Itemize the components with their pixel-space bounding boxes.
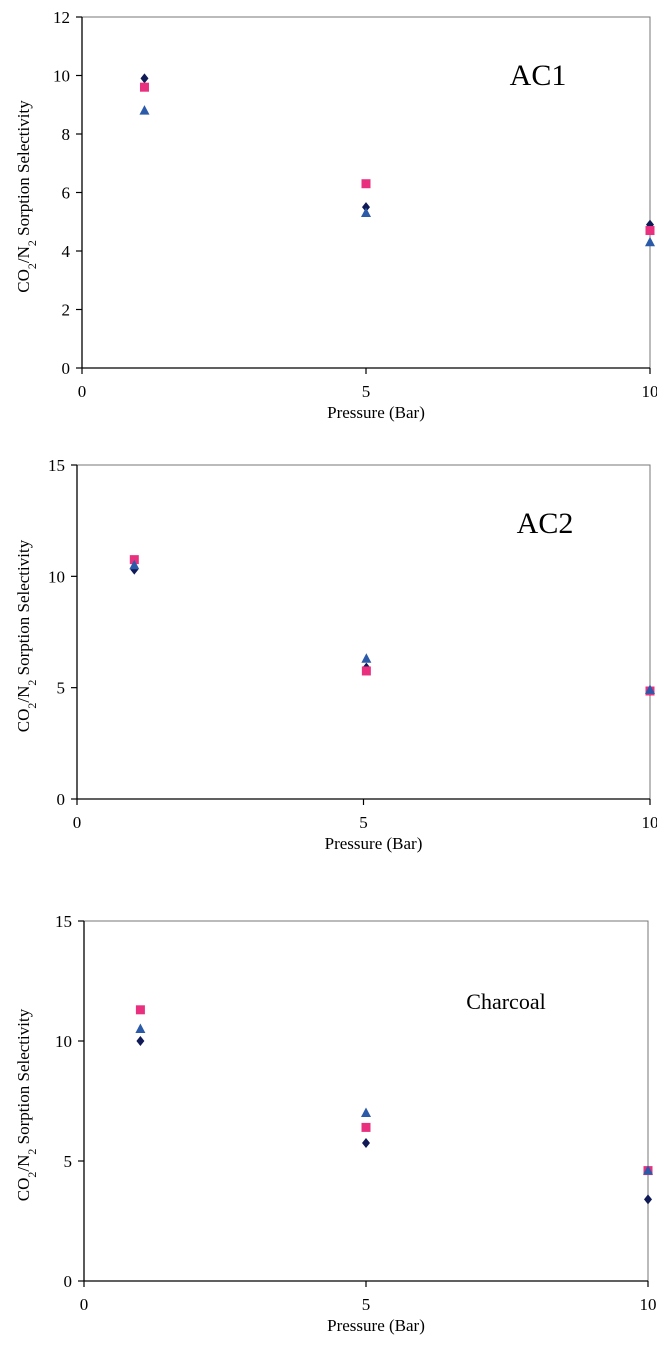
data-point-square xyxy=(140,83,149,92)
x-axis-label: Pressure (Bar) xyxy=(325,834,423,853)
y-axis-label: CO2/N2 Sorption Selectivity xyxy=(14,539,39,732)
y-tick-label: 0 xyxy=(62,359,71,378)
y-tick-label: 15 xyxy=(55,912,72,931)
data-point-square xyxy=(362,179,371,188)
x-tick-label: 10 xyxy=(640,1295,657,1314)
chart-charcoal: 0 5 10 15 0 5 10 Pressure (Bar) CO2/N2 Sorption … xyxy=(0,900,657,1350)
x-tick-label: 0 xyxy=(73,813,82,832)
chart-ac1: 0 2 4 6 8 10 12 0 5 10 Pressure (Bar) CO2/N2 Sorpti… xyxy=(0,0,657,450)
data-point-triangle xyxy=(361,207,371,217)
x-tick-label: 10 xyxy=(642,813,657,832)
chart-ac2: 0 5 10 15 0 5 10 Pressure (Bar) CO2/N2 Sorption … xyxy=(0,450,657,900)
y-tick-label: 12 xyxy=(53,8,70,27)
data-point-square xyxy=(362,1123,371,1132)
chart-title: AC1 xyxy=(510,59,567,92)
y-tick-label: 5 xyxy=(57,679,66,698)
y-tick-label: 15 xyxy=(48,456,65,475)
data-point-square xyxy=(136,1005,145,1014)
x-axis-label: Pressure (Bar) xyxy=(327,1316,425,1335)
data-point-triangle xyxy=(139,105,149,115)
y-tick-label: 0 xyxy=(64,1272,73,1291)
data-point-square xyxy=(362,666,371,675)
y-axis-label: CO2/N2 Sorption Selectivity xyxy=(14,100,39,293)
y-tick-label: 10 xyxy=(55,1032,72,1051)
data-point-diamond xyxy=(136,1036,144,1046)
y-tick-label: 6 xyxy=(62,184,71,203)
x-axis-label: Pressure (Bar) xyxy=(327,403,425,422)
plot-frame xyxy=(84,921,648,1281)
chart-title: Charcoal xyxy=(466,989,545,1014)
data-point-diamond xyxy=(362,1138,370,1148)
data-point-triangle xyxy=(645,237,655,247)
x-tick-label: 0 xyxy=(80,1295,89,1314)
chart-svg: 0 5 10 15 0 5 10 Pressure (Bar) CO2/N2 Sorption … xyxy=(0,450,657,900)
data-point-triangle xyxy=(361,1108,371,1118)
data-point-triangle xyxy=(361,653,371,663)
x-tick-label: 5 xyxy=(362,1295,371,1314)
y-tick-label: 4 xyxy=(62,242,71,261)
x-tick-label: 0 xyxy=(78,382,87,401)
x-tick-label: 5 xyxy=(359,813,368,832)
y-tick-label: 5 xyxy=(64,1152,73,1171)
x-tick-label: 5 xyxy=(362,382,371,401)
y-axis-label: CO2/N2 Sorption Selectivity xyxy=(14,1008,39,1201)
chart-svg: 0 2 4 6 8 10 12 0 5 10 Pressure (Bar) CO2/N2 Sorpti… xyxy=(0,0,657,450)
data-point-diamond xyxy=(644,1194,652,1204)
y-tick-label: 10 xyxy=(53,67,70,86)
y-tick-label: 8 xyxy=(62,125,71,144)
chart-svg: 0 5 10 15 0 5 10 Pressure (Bar) CO2/N2 Sorption … xyxy=(0,900,657,1350)
y-tick-label: 10 xyxy=(48,567,65,586)
y-tick-label: 2 xyxy=(62,301,71,320)
chart-title: AC2 xyxy=(517,507,574,540)
data-point-square xyxy=(646,226,655,235)
x-tick-label: 10 xyxy=(642,382,657,401)
data-point-triangle xyxy=(135,1024,145,1034)
data-point-diamond xyxy=(140,73,148,83)
y-tick-label: 0 xyxy=(57,790,66,809)
